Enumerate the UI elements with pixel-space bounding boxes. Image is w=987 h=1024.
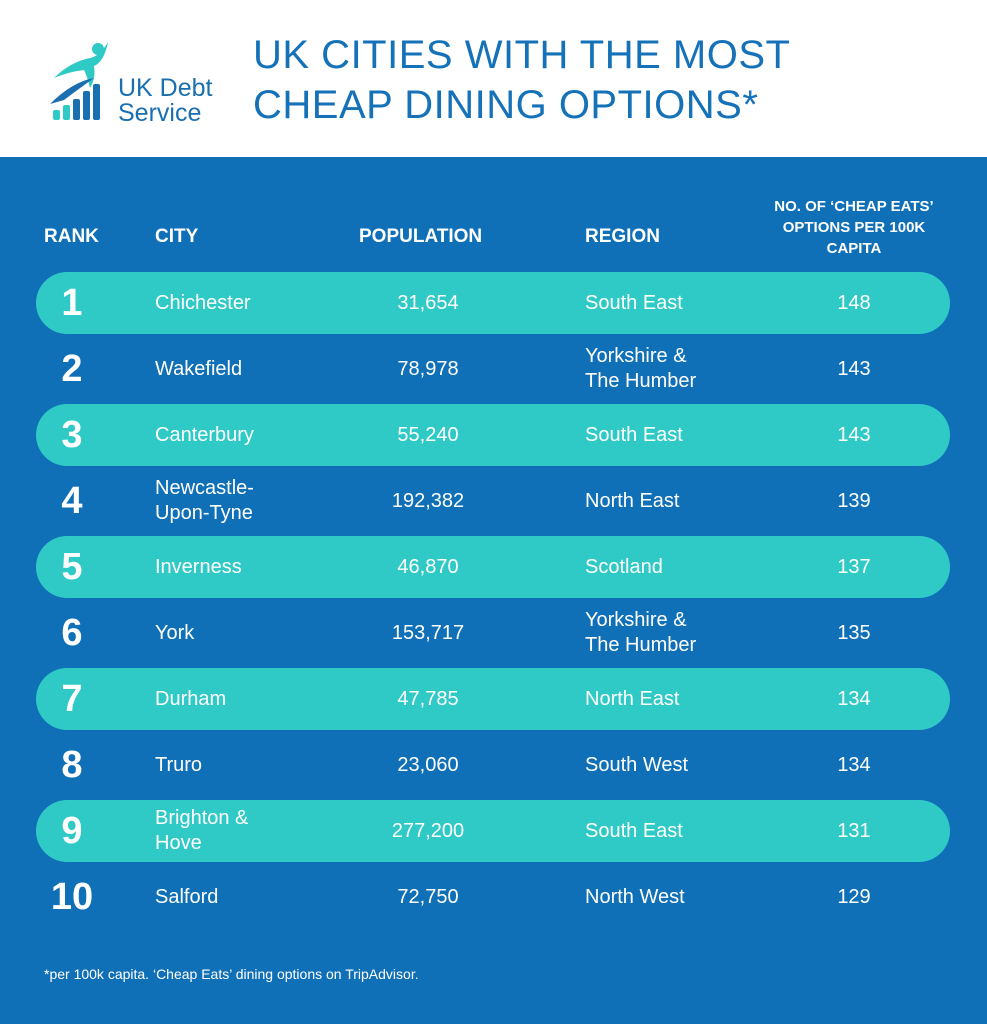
population-cell: 192,382 (391, 489, 465, 512)
table-row: 6 York 153,717 Yorkshire & The Humber 13… (36, 602, 950, 664)
region-cell: North East (585, 687, 680, 710)
brand-name-line1: UK Debt (118, 74, 213, 102)
cheap-eats-cell: 134 (837, 687, 871, 710)
cheap-eats-cell: 143 (837, 357, 871, 380)
column-header-rank: RANK (44, 226, 99, 247)
title-line1: UK CITIES WITH THE MOST (253, 33, 791, 77)
cheap-eats-cell: 135 (837, 621, 871, 644)
column-header-region: REGION (585, 226, 660, 247)
region-cell: South East (585, 423, 683, 446)
page-title: UK CITIES WITH THE MOST CHEAP DINING OPT… (253, 30, 953, 130)
table-row: 10 Salford 72,750 North West 129 (36, 866, 950, 928)
city-cell: Durham (155, 687, 227, 710)
population-cell: 78,978 (397, 357, 459, 380)
city-cell: Chichester (155, 291, 251, 314)
rank-cell: 1 (61, 281, 83, 324)
population-cell: 55,240 (397, 423, 459, 446)
table-row: 7 Durham 47,785 North East 134 (36, 668, 950, 730)
city-cell: Truro (155, 753, 203, 776)
cheap-eats-cell: 131 (837, 819, 871, 842)
rank-cell: 9 (61, 809, 83, 852)
table-row: 2 Wakefield 78,978 Yorkshire & The Humbe… (36, 338, 950, 400)
column-header-cheap-eats: NO. OF ‘CHEAP EATS’ OPTIONS PER 100K CAP… (774, 198, 934, 257)
rank-cell: 8 (61, 743, 83, 786)
rank-cell: 3 (61, 413, 83, 456)
cheap-eats-cell: 134 (837, 753, 871, 776)
city-cell: Inverness (155, 555, 242, 578)
region-cell: South West (585, 753, 689, 776)
population-cell: 23,060 (397, 753, 459, 776)
rank-cell: 10 (50, 875, 94, 918)
footnote: *per 100k capita. ‘Cheap Eats’ dining op… (44, 966, 419, 982)
region-cell: Yorkshire & The Humber (585, 609, 697, 656)
city-cell: Canterbury (155, 423, 254, 446)
cheap-eats-cell: 148 (837, 291, 871, 314)
cheap-eats-cell: 139 (837, 489, 871, 512)
column-header-city: CITY (155, 226, 199, 247)
rank-cell: 5 (61, 545, 83, 588)
table-row: 5 Inverness 46,870 Scotland 137 (36, 536, 950, 598)
brand-logo: UK Debt Service (50, 38, 230, 126)
brand-name: UK Debt Service (118, 76, 212, 126)
region-cell: North East (585, 489, 680, 512)
population-cell: 47,785 (397, 687, 459, 710)
rank-cell: 4 (61, 479, 83, 522)
table-row: 1 Chichester 31,654 South East 148 (36, 272, 950, 334)
city-cell: Salford (155, 885, 219, 908)
table-row: 9 Brighton & Hove 277,200 South East 131 (36, 800, 950, 862)
population-cell: 72,750 (397, 885, 459, 908)
cheap-eats-cell: 129 (837, 885, 871, 908)
column-header-population: POPULATION (359, 226, 483, 247)
region-cell: Yorkshire & The Humber (585, 345, 697, 392)
region-cell: Scotland (585, 555, 663, 578)
city-cell: Newcastle-Upon-Tyne (155, 477, 254, 524)
logo-mark-icon (50, 42, 108, 120)
cheap-eats-cell: 143 (837, 423, 871, 446)
rank-cell: 2 (61, 347, 83, 390)
header: UK Debt Service UK CITIES WITH THE MOST … (0, 0, 987, 157)
cheap-eats-cell: 137 (837, 555, 871, 578)
brand-name-line2: Service (118, 99, 202, 127)
city-cell: Brighton & Hove (155, 807, 249, 854)
rank-cell: 7 (61, 677, 83, 720)
city-cell: York (155, 621, 195, 644)
table-row: 8 Truro 23,060 South West 134 (36, 734, 950, 796)
table-row: 3 Canterbury 55,240 South East 143 (36, 404, 950, 466)
region-cell: South East (585, 819, 683, 842)
region-cell: South East (585, 291, 683, 314)
population-cell: 46,870 (397, 555, 459, 578)
population-cell: 31,654 (397, 291, 459, 314)
population-cell: 153,717 (391, 621, 465, 644)
table-row: 4 Newcastle-Upon-Tyne 192,382 North East… (36, 470, 950, 532)
region-cell: North West (585, 885, 685, 908)
city-cell: Wakefield (155, 357, 243, 380)
title-line2: CHEAP DINING OPTIONS* (253, 83, 759, 127)
rank-cell: 6 (61, 611, 83, 654)
population-cell: 277,200 (391, 819, 465, 842)
